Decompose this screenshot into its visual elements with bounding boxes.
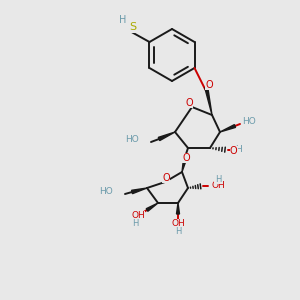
- Text: O: O: [185, 98, 193, 108]
- Text: HO: HO: [242, 116, 256, 125]
- Text: O: O: [230, 146, 238, 156]
- Text: OH: OH: [131, 212, 145, 220]
- Text: O: O: [182, 153, 190, 163]
- Text: HO: HO: [125, 136, 139, 145]
- Text: S: S: [129, 22, 136, 32]
- Polygon shape: [176, 203, 179, 214]
- Text: H: H: [175, 226, 181, 236]
- Text: H: H: [132, 218, 138, 227]
- Polygon shape: [131, 188, 147, 194]
- Text: O: O: [206, 80, 213, 89]
- Text: OH: OH: [171, 220, 185, 229]
- Text: H: H: [119, 15, 126, 25]
- Polygon shape: [182, 159, 187, 172]
- Polygon shape: [220, 124, 236, 132]
- Polygon shape: [205, 87, 212, 115]
- Text: HO: HO: [99, 187, 113, 196]
- Polygon shape: [146, 203, 158, 211]
- Text: O: O: [162, 173, 170, 183]
- Text: OH: OH: [211, 181, 225, 190]
- Polygon shape: [158, 132, 175, 141]
- Text: H: H: [215, 175, 221, 184]
- Text: H: H: [235, 146, 242, 154]
